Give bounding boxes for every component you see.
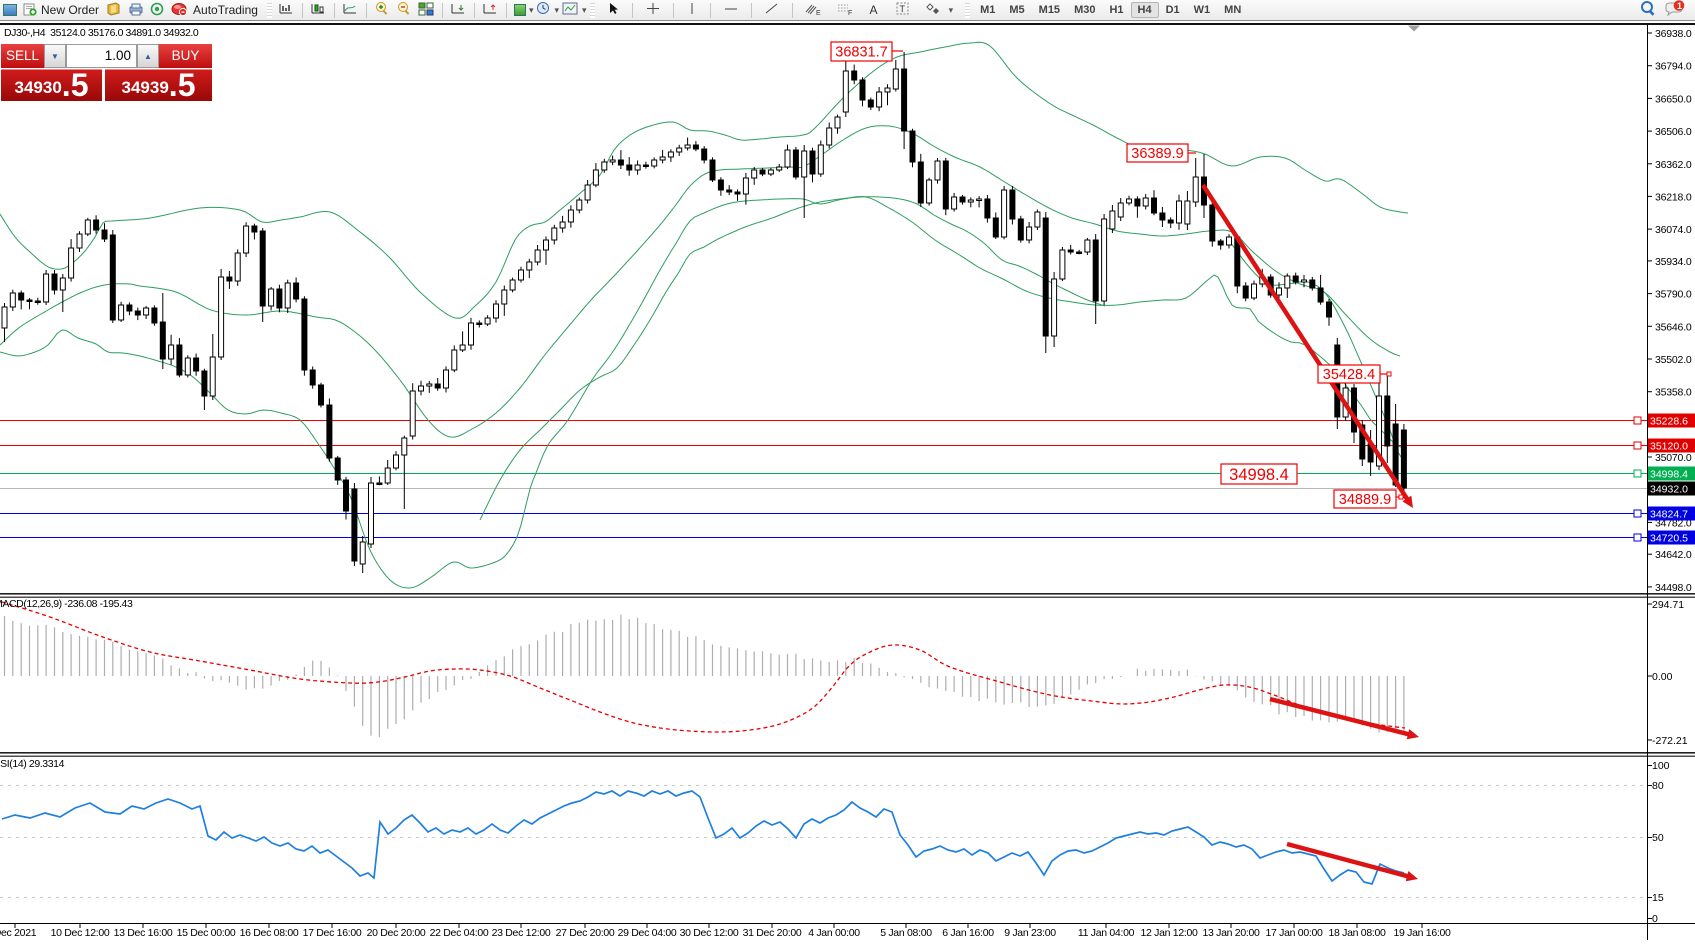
svg-text:15 Dec 00:00: 15 Dec 00:00 (177, 927, 236, 939)
svg-text:34824.7: 34824.7 (1650, 509, 1688, 521)
svg-text:35428.4: 35428.4 (1323, 367, 1375, 383)
svg-text:34932.0: 34932.0 (1650, 484, 1688, 496)
svg-text:F: F (848, 10, 852, 16)
svg-text:-272.21: -272.21 (1652, 735, 1688, 747)
svg-text:6 Jan 16:00: 6 Jan 16:00 (942, 927, 994, 939)
svg-text:36074.0: 36074.0 (1655, 224, 1692, 236)
svg-text:34889.9: 34889.9 (1339, 492, 1391, 508)
svg-text:1: 1 (1677, 1, 1682, 11)
svg-text:36362.0: 36362.0 (1655, 159, 1692, 171)
svg-text:35502.0: 35502.0 (1655, 354, 1692, 366)
svg-text:11 Jan 04:00: 11 Jan 04:00 (1078, 927, 1135, 939)
svg-text:29 Dec 04:00: 29 Dec 04:00 (618, 927, 677, 939)
svg-text:80: 80 (1652, 780, 1664, 792)
svg-text:34998.4: 34998.4 (1229, 466, 1289, 484)
svg-text:36650.0: 36650.0 (1655, 93, 1692, 105)
svg-text:36938.0: 36938.0 (1655, 28, 1692, 40)
svg-text:27 Dec 20:00: 27 Dec 20:00 (556, 927, 615, 939)
svg-text:0.00: 0.00 (1652, 671, 1673, 683)
svg-text:10 Dec 12:00: 10 Dec 12:00 (51, 927, 110, 939)
svg-text:17 Jan 00:00: 17 Jan 00:00 (1265, 927, 1323, 939)
svg-text:9 Jan 23:00: 9 Jan 23:00 (1004, 927, 1056, 939)
svg-text:36389.9: 36389.9 (1131, 146, 1183, 162)
svg-text:20 Dec 20:00: 20 Dec 20:00 (367, 927, 426, 939)
svg-text:35790.0: 35790.0 (1655, 289, 1692, 301)
svg-text:18 Jan 08:00: 18 Jan 08:00 (1328, 927, 1386, 939)
svg-text:16 Dec 08:00: 16 Dec 08:00 (240, 927, 299, 939)
svg-text:T: T (899, 4, 905, 14)
svg-text:34998.4: 34998.4 (1650, 469, 1688, 481)
svg-text:DJ30-,H4 35124.0 35176.0 3489: DJ30-,H4 35124.0 35176.0 34891.0 34932.0 (4, 27, 199, 39)
svg-text:31 Dec 20:00: 31 Dec 20:00 (743, 927, 802, 939)
svg-text:294.71: 294.71 (1652, 599, 1684, 611)
svg-text:50: 50 (1652, 832, 1664, 844)
svg-text:MACD(12,26,9) -236.08 -195.43: MACD(12,26,9) -236.08 -195.43 (0, 598, 133, 610)
svg-text:35646.0: 35646.0 (1655, 321, 1692, 333)
svg-text:23 Dec 12:00: 23 Dec 12:00 (492, 927, 551, 939)
svg-text:E: E (816, 10, 821, 16)
svg-text:35934.0: 35934.0 (1655, 256, 1692, 268)
svg-text:35358.0: 35358.0 (1655, 387, 1692, 399)
svg-text:22 Dec 04:00: 22 Dec 04:00 (430, 927, 489, 939)
svg-text:36794.0: 36794.0 (1655, 61, 1692, 73)
svg-text:36506.0: 36506.0 (1655, 126, 1692, 138)
svg-text:Dec 2021: Dec 2021 (0, 927, 37, 939)
svg-text:19 Jan 16:00: 19 Jan 16:00 (1393, 927, 1451, 939)
svg-text:12 Jan 12:00: 12 Jan 12:00 (1140, 927, 1198, 939)
svg-text:4 Jan 00:00: 4 Jan 00:00 (808, 927, 860, 939)
svg-text:RSI(14) 29.3314: RSI(14) 29.3314 (0, 758, 65, 770)
svg-text:35070.0: 35070.0 (1655, 452, 1692, 464)
svg-text:34498.0: 34498.0 (1655, 582, 1692, 594)
svg-text:36831.7: 36831.7 (835, 45, 887, 61)
svg-text:36218.0: 36218.0 (1655, 191, 1692, 203)
svg-text:30 Dec 12:00: 30 Dec 12:00 (680, 927, 739, 939)
svg-text:0: 0 (1652, 913, 1658, 925)
svg-text:100: 100 (1652, 760, 1670, 772)
svg-text:13 Dec 16:00: 13 Dec 16:00 (114, 927, 173, 939)
svg-text:35228.6: 35228.6 (1650, 416, 1688, 428)
svg-text:34642.0: 34642.0 (1655, 549, 1692, 561)
svg-text:17 Dec 16:00: 17 Dec 16:00 (303, 927, 362, 939)
svg-text:5 Jan 08:00: 5 Jan 08:00 (880, 927, 932, 939)
svg-text:15: 15 (1652, 892, 1664, 904)
svg-text:34720.5: 34720.5 (1650, 533, 1688, 545)
svg-text:13 Jan 20:00: 13 Jan 20:00 (1202, 927, 1260, 939)
svg-text:35120.0: 35120.0 (1650, 441, 1688, 453)
